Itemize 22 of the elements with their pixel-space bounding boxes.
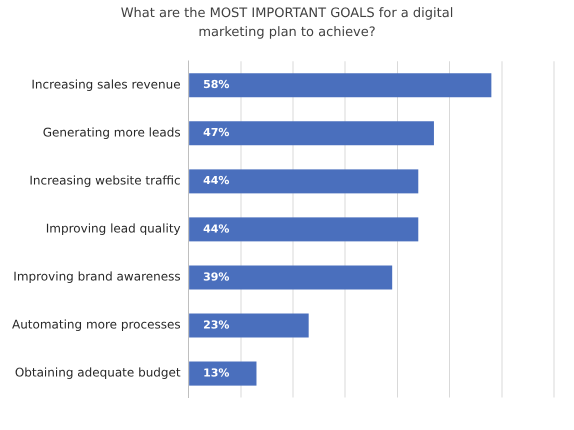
bar: [189, 217, 418, 242]
bar: [189, 73, 492, 98]
data-label: 39%: [203, 270, 230, 284]
y-tick-label: Increasing sales revenue: [31, 77, 181, 92]
y-tick-label: Obtaining adequate budget: [14, 366, 181, 380]
data-label: 44%: [203, 222, 230, 236]
y-tick-label: Improving brand awareness: [13, 270, 181, 284]
data-label: 23%: [203, 318, 230, 332]
data-label: 47%: [203, 126, 230, 140]
bar: [189, 314, 309, 338]
y-tick-label: Improving lead quality: [46, 222, 181, 236]
bar: [189, 265, 392, 290]
y-tick-label: Automating more processes: [12, 318, 181, 332]
chart-title: What are the MOST IMPORTANT GOALS for a digital marketing plan to achieve?: [120, 5, 454, 42]
data-label: 44%: [203, 174, 230, 188]
bar: [189, 121, 434, 146]
bar: [189, 169, 418, 194]
bar: [189, 362, 256, 386]
y-tick-label: Generating more leads: [42, 125, 181, 140]
y-tick-label: Increasing website traffic: [29, 173, 181, 188]
data-label: 13%: [203, 366, 230, 380]
data-label: 58%: [203, 78, 230, 92]
